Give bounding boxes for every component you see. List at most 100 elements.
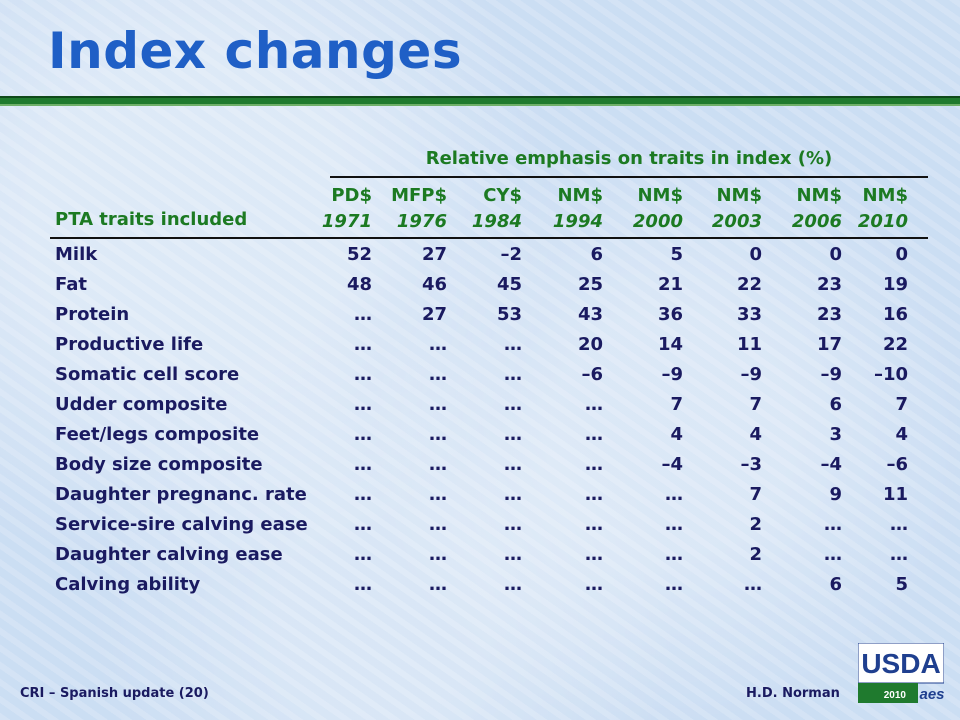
footer-left-text: CRI – Spanish update (20) xyxy=(20,686,209,701)
table-cell: … xyxy=(354,424,372,445)
trait-label: Feet/legs composite xyxy=(55,424,260,445)
table-cell: 19 xyxy=(882,274,908,295)
usda-logo: USDA 2010 aes xyxy=(858,643,944,703)
table-cell: … xyxy=(354,334,372,355)
table-cell: 9 xyxy=(829,484,842,505)
column-header-year: 2006 xyxy=(791,211,842,232)
table-cell: … xyxy=(665,484,683,505)
column-header-name: CY$ xyxy=(483,185,522,206)
table-cell: … xyxy=(585,514,603,535)
table-row: Daughter calving ease…………… 2…… xyxy=(0,544,960,574)
table-row: Milk 52 27 –2 6 5 0 0 0 xyxy=(0,244,960,274)
table-cell: … xyxy=(429,574,447,595)
table-cell: 0 xyxy=(829,244,842,265)
table-cell: … xyxy=(504,454,522,475)
table-cell: 22 xyxy=(736,274,762,295)
trait-label: Milk xyxy=(55,244,98,265)
table-cell: 3 xyxy=(829,424,842,445)
table-cell: 23 xyxy=(816,304,842,325)
table-cell: –6 xyxy=(886,454,908,475)
table-cell: … xyxy=(504,424,522,445)
column-header-year: 2003 xyxy=(711,211,762,232)
column-header-name: NM$ xyxy=(716,185,762,206)
table-cell: –9 xyxy=(661,364,683,385)
column-header: NM$ 1994 xyxy=(533,183,603,235)
table-cell: 46 xyxy=(421,274,447,295)
table-cell: … xyxy=(665,544,683,565)
table-cell: 52 xyxy=(346,244,372,265)
table-cell: … xyxy=(824,514,842,535)
table-cell: 14 xyxy=(657,334,683,355)
column-header: NM$ 2003 xyxy=(692,183,762,235)
table-row: Udder composite … … … … 7 7 6 7 xyxy=(0,394,960,424)
table-cell: 6 xyxy=(829,574,842,595)
table-row: Body size composite … … … … –4 –3 –4 –6 xyxy=(0,454,960,484)
column-header-year: 1971 xyxy=(321,211,372,232)
table-cell: 7 xyxy=(670,394,683,415)
table-row: Service-sire calving ease…………… 2…… xyxy=(0,514,960,544)
table-cell: 4 xyxy=(895,424,908,445)
table-cell: 7 xyxy=(749,394,762,415)
column-header-year: 2010 xyxy=(857,211,908,232)
table-cell: 45 xyxy=(496,274,522,295)
table-cell: 5 xyxy=(895,574,908,595)
table-cell: 0 xyxy=(895,244,908,265)
table-cell: … xyxy=(665,514,683,535)
table-cell: … xyxy=(504,364,522,385)
trait-label: Protein xyxy=(55,304,130,325)
column-header: NM$ 2006 xyxy=(772,183,842,235)
table-cell: –3 xyxy=(740,454,762,475)
table-cell: … xyxy=(504,484,522,505)
column-header-year: 2000 xyxy=(632,211,683,232)
table-row: Feet/legs composite … … … … 4 4 3 4 xyxy=(0,424,960,454)
table-cell: … xyxy=(585,484,603,505)
column-header-name: NM$ xyxy=(557,185,603,206)
column-header-year: 1976 xyxy=(396,211,447,232)
table-cell: 7 xyxy=(749,484,762,505)
table-cell: 4 xyxy=(749,424,762,445)
table-cell: 11 xyxy=(736,334,762,355)
trait-label: Service-sire calving ease xyxy=(55,514,308,535)
table-row: Protein … 27 53 43 36 33 23 16 xyxy=(0,304,960,334)
page-title: Index changes xyxy=(48,22,463,80)
table-cell: … xyxy=(354,544,372,565)
table-cell: … xyxy=(744,574,762,595)
table-cell: 17 xyxy=(816,334,842,355)
table-cell: 4 xyxy=(670,424,683,445)
trait-label: Fat xyxy=(55,274,87,295)
trait-label: Somatic cell score xyxy=(55,364,240,385)
group-header-rule xyxy=(330,176,928,178)
trait-label: Calving ability xyxy=(55,574,201,595)
header-rule xyxy=(50,237,928,239)
table-cell: … xyxy=(504,334,522,355)
column-header: MFP$ 1976 xyxy=(377,183,447,235)
table-cell: 2 xyxy=(749,514,762,535)
table-cell: … xyxy=(585,394,603,415)
table-cell: 53 xyxy=(496,304,522,325)
table-cell: 0 xyxy=(749,244,762,265)
table-cell: 20 xyxy=(577,334,603,355)
table-cell: … xyxy=(429,514,447,535)
column-header-name: PD$ xyxy=(331,185,372,206)
table-cell: … xyxy=(585,574,603,595)
table-cell: … xyxy=(429,334,447,355)
table-cell: … xyxy=(890,514,908,535)
table-cell: 43 xyxy=(577,304,603,325)
column-header-name: NM$ xyxy=(862,185,908,206)
table-cell: … xyxy=(354,364,372,385)
table-cell: … xyxy=(504,394,522,415)
table-cell: … xyxy=(354,484,372,505)
column-header-name: NM$ xyxy=(796,185,842,206)
column-header-name: MFP$ xyxy=(391,185,447,206)
trait-label: Productive life xyxy=(55,334,204,355)
table-cell: 6 xyxy=(829,394,842,415)
table-cell: –9 xyxy=(820,364,842,385)
column-header: NM$ 2000 xyxy=(613,183,683,235)
column-header-year: 1994 xyxy=(552,211,603,232)
table-cell: 5 xyxy=(670,244,683,265)
title-divider xyxy=(0,96,960,106)
table-cell: … xyxy=(504,544,522,565)
table-cell: –6 xyxy=(581,364,603,385)
table-cell: 36 xyxy=(657,304,683,325)
table-row: Productive life … … … 20 14 11 17 22 xyxy=(0,334,960,364)
